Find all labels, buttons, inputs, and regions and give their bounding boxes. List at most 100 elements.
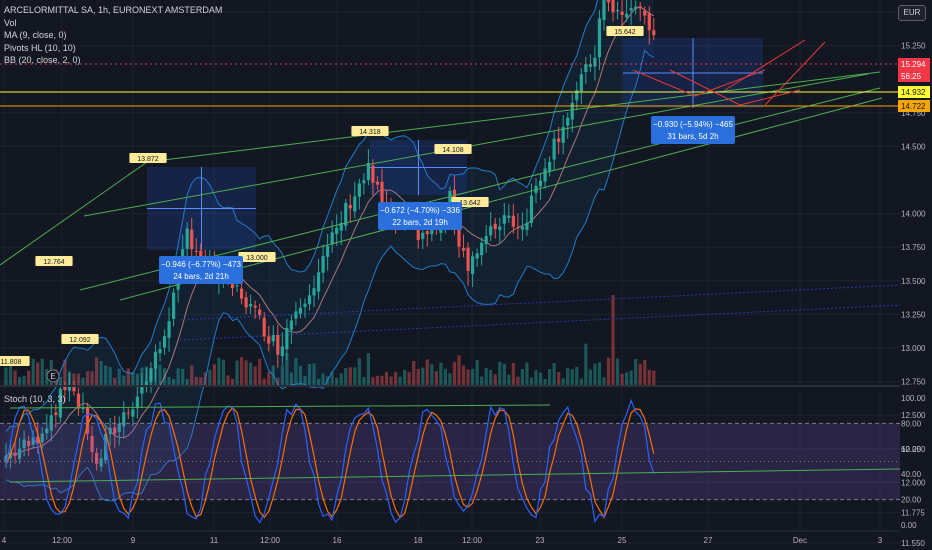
candle-body — [380, 181, 384, 203]
candle-body — [543, 168, 547, 182]
candle-body — [502, 215, 506, 224]
candle-body — [566, 117, 570, 126]
candle-body — [108, 428, 112, 435]
volume-bar — [412, 361, 416, 385]
pivots-indicator-label[interactable]: Pivots HL (10, 10) — [4, 42, 76, 53]
volume-bar — [516, 376, 520, 385]
projection-arrow — [739, 89, 801, 106]
candle-body — [529, 195, 534, 223]
candle-body — [552, 138, 556, 160]
candle-body — [643, 10, 647, 16]
candle-body — [122, 412, 126, 427]
bb-indicator-label[interactable]: BB (20, close, 2, 0) — [4, 55, 81, 65]
candle-body — [172, 292, 176, 319]
volume-bar — [384, 371, 389, 385]
volume-bar — [339, 373, 343, 385]
time-tick-label: 9 — [131, 536, 136, 545]
candle-body — [348, 205, 352, 209]
volume-bar — [638, 363, 642, 385]
volume-bar — [262, 378, 266, 385]
measurement-label-bg — [378, 202, 462, 230]
volume-bar — [303, 375, 307, 385]
pivot-label-text: 13.642 — [459, 200, 481, 207]
volume-bar — [126, 368, 130, 385]
stoch-tick-label: 80.00 — [901, 419, 922, 428]
candle-body — [375, 181, 380, 185]
candle-body — [570, 102, 574, 120]
volume-bar — [416, 368, 420, 385]
volume-bar — [507, 374, 511, 385]
volume-indicator-label[interactable]: Vol — [4, 17, 17, 28]
volume-bar — [258, 358, 262, 385]
pivot-label: 11.808 — [0, 356, 30, 366]
candle-body — [135, 396, 139, 409]
stoch-k-line — [5, 398, 655, 524]
volume-bar — [353, 367, 357, 385]
volume-bar — [588, 369, 592, 385]
candle-body — [312, 288, 316, 296]
volume-bar — [403, 369, 407, 385]
candle-body — [303, 303, 307, 307]
stoch-tick-label: 20.00 — [901, 496, 922, 505]
pivot-label-bg — [0, 356, 30, 366]
candle-body — [575, 90, 579, 101]
candle-body — [244, 297, 248, 308]
volume-bar — [566, 368, 570, 385]
volume-bar — [498, 361, 502, 385]
volume-bar — [330, 371, 334, 385]
candle-body — [190, 229, 194, 250]
volume-bar — [135, 373, 139, 385]
candle-body — [638, 6, 642, 9]
volume-bar — [443, 368, 448, 385]
pivot-label-bg — [129, 153, 167, 163]
candle-body — [611, 0, 615, 13]
price-tick-label: 11.775 — [901, 509, 925, 518]
symbol-title[interactable]: ARCELORMITTAL SA, 1h, EURONEXT AMSTERDAM — [4, 5, 223, 15]
volume-bar — [76, 373, 81, 385]
candle-body — [548, 161, 552, 171]
candle-body — [498, 226, 502, 231]
candle-body — [335, 227, 339, 234]
volume-bar — [113, 377, 117, 385]
candle-body — [27, 440, 31, 446]
stoch-d-line — [5, 407, 655, 519]
volume-bar — [95, 357, 99, 385]
stoch-tick-label: 0.00 — [901, 521, 917, 530]
volume-bar — [466, 369, 470, 385]
stoch-indicator-label[interactable]: Stoch (10, 3, 3) — [4, 394, 66, 404]
candle-body — [489, 226, 493, 236]
pivot-label-text: 11.808 — [1, 359, 22, 366]
candle-body — [72, 384, 76, 392]
volume-bar — [389, 376, 393, 385]
ma-indicator-label[interactable]: MA (9, close, 0) — [4, 30, 67, 40]
volume-bar — [36, 362, 40, 385]
trend-line — [0, 161, 148, 266]
measurement-label-bg — [651, 116, 735, 144]
volume-bar — [366, 353, 370, 385]
measurement-label: −0.930 (−5.94%) −465 31 bars, 5d 2h — [651, 116, 735, 144]
currency-button[interactable]: EUR — [898, 5, 926, 21]
candle-body — [285, 328, 289, 350]
volume-bar — [72, 373, 76, 385]
trend-line — [119, 97, 883, 301]
candle-body — [258, 309, 262, 315]
volume-bar — [575, 366, 579, 385]
time-tick-label: 16 — [333, 536, 342, 545]
candle-body — [606, 0, 611, 3]
candle-body — [316, 272, 321, 292]
volume-bar — [602, 377, 606, 385]
volume-bar — [484, 368, 488, 385]
volume-bar — [611, 295, 615, 385]
candle-body — [294, 311, 298, 319]
measurement-line2: 31 bars, 5d 2h — [667, 132, 718, 141]
volume-bar — [461, 365, 466, 385]
volume-bar — [480, 376, 484, 385]
volume-bar — [520, 369, 525, 385]
volume-bar — [584, 343, 588, 385]
volume-bar — [393, 371, 398, 385]
projection-arrow — [669, 69, 741, 106]
candle-body — [634, 6, 638, 10]
volume-bar — [629, 370, 633, 385]
pivot-label: 13.872 — [129, 153, 167, 163]
